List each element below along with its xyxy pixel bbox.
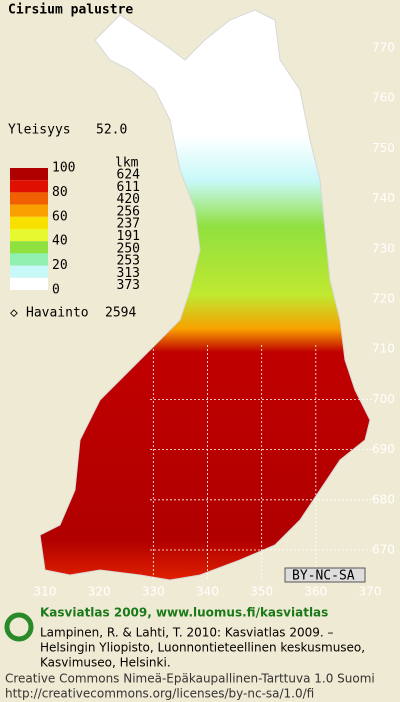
legend-count: 624 bbox=[117, 168, 141, 183]
legend-count: 253 bbox=[117, 254, 140, 269]
cc-badge[interactable] bbox=[284, 567, 366, 583]
y-grid-label: 730 bbox=[372, 241, 395, 255]
y-grid-label: 680 bbox=[372, 492, 395, 506]
legend-percent: 60 bbox=[52, 209, 68, 224]
y-grid-label: 750 bbox=[372, 141, 395, 155]
legend-swatch bbox=[10, 204, 48, 217]
legend-percent: 20 bbox=[52, 258, 68, 273]
legend-swatch bbox=[10, 192, 48, 205]
legend-count: 191 bbox=[117, 229, 140, 244]
y-grid-label: 740 bbox=[372, 191, 395, 205]
frequency-value: 52.0 bbox=[96, 123, 127, 138]
legend-count: 611 bbox=[117, 180, 140, 195]
legend-swatch bbox=[10, 253, 48, 266]
citation-line: Lampinen, R. & Lahti, T. 2010: Kasviatla… bbox=[40, 626, 334, 640]
finland-map bbox=[39, 9, 371, 581]
legend-count: 250 bbox=[117, 241, 140, 256]
y-grid-label: 760 bbox=[372, 91, 395, 105]
y-grid-label: 720 bbox=[372, 292, 395, 306]
citation-line: Kasvimuseo, Helsinki. bbox=[40, 656, 171, 670]
y-grid-label: 690 bbox=[372, 442, 395, 456]
legend-swatch bbox=[10, 216, 48, 229]
legend-count: 237 bbox=[117, 217, 140, 232]
license-line: http://creativecommons.org/licenses/by-n… bbox=[5, 687, 314, 701]
cc-badge-text[interactable]: BY-NC-SA bbox=[292, 569, 355, 584]
legend-percent: 100 bbox=[52, 161, 75, 176]
legend-swatch bbox=[10, 168, 48, 181]
legend-percent: 80 bbox=[52, 185, 68, 200]
legend-count: 256 bbox=[117, 204, 140, 219]
footer-heading[interactable]: Kasviatlas 2009, www.luomus.fi/kasviatla… bbox=[40, 606, 328, 620]
legend-swatch bbox=[10, 229, 48, 242]
count-header: lkm bbox=[115, 156, 139, 171]
y-grid-label: 700 bbox=[372, 392, 395, 406]
y-grid-label: 670 bbox=[372, 543, 395, 557]
legend-swatch bbox=[10, 265, 48, 278]
logo bbox=[4, 612, 34, 642]
x-grid-label: 340 bbox=[196, 585, 219, 599]
legend-percent: 40 bbox=[52, 234, 68, 249]
legend-swatch bbox=[10, 277, 48, 290]
license-line: Creative Commons Nimeä-Epäkaupallinen-Ta… bbox=[5, 672, 375, 686]
species-title: Cirsium palustre bbox=[8, 3, 133, 18]
legend-swatch bbox=[10, 180, 48, 193]
legend-count: 420 bbox=[117, 192, 140, 207]
legend-percent: 0 bbox=[52, 283, 60, 298]
obs-label: Havainto bbox=[26, 306, 89, 321]
x-grid-label: 320 bbox=[88, 585, 111, 599]
y-grid-label: 710 bbox=[372, 342, 395, 356]
legend-swatch bbox=[10, 241, 48, 254]
frequency-label: Yleisyys bbox=[8, 123, 71, 138]
citation-line: Helsingin Yliopisto, Luonnontieteellinen… bbox=[40, 641, 365, 655]
x-grid-label: 350 bbox=[250, 585, 273, 599]
legend-count: 373 bbox=[117, 278, 140, 293]
x-grid-label: 310 bbox=[34, 585, 57, 599]
x-grid-label: 370 bbox=[359, 585, 382, 599]
y-grid-label: 770 bbox=[372, 41, 395, 55]
x-grid-label: 330 bbox=[142, 585, 165, 599]
legend-count: 313 bbox=[117, 266, 140, 281]
x-grid-label: 360 bbox=[304, 585, 327, 599]
obs-count: 2594 bbox=[105, 306, 136, 321]
obs-symbol: ◇ bbox=[10, 306, 18, 321]
